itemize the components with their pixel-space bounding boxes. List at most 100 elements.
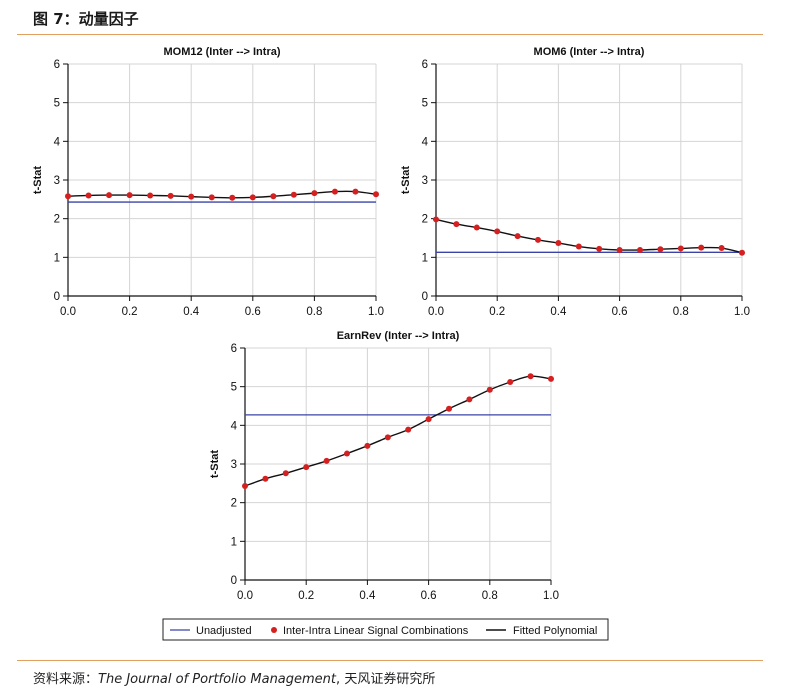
y-tick-label: 6 (231, 343, 237, 355)
y-axis-label: t-Stat (32, 166, 44, 194)
data-point (106, 192, 113, 199)
x-tick-label: 0.2 (489, 306, 505, 318)
source-separator: , (336, 672, 341, 687)
y-tick-label: 6 (422, 59, 428, 71)
figure-canvas: MOM12 (Inter --> Intra) 0 1 2 3 4 5 6 0.0 0.2 0.4 0… (32, 46, 750, 641)
y-tick-label: 3 (422, 175, 428, 187)
data-point (229, 194, 236, 201)
y-tick-label: 0 (54, 291, 60, 303)
chart-title: MOM12 (Inter --> Intra) (163, 46, 280, 58)
y-tick-label: 0 (422, 291, 428, 303)
legend-points-swatch (271, 627, 277, 633)
y-tick-label: 5 (54, 98, 60, 110)
x-tick-label: 0.6 (245, 306, 261, 318)
data-point (167, 192, 174, 199)
data-point (282, 470, 289, 477)
x-tick-label: 0.6 (612, 306, 628, 318)
data-point (373, 191, 379, 198)
y-axis-label: t-Stat (209, 450, 221, 478)
x-tick-label: 1.0 (368, 306, 384, 318)
data-point (677, 245, 684, 252)
data-point (147, 192, 154, 199)
data-point (473, 224, 480, 231)
data-point (575, 243, 582, 250)
data-point (453, 221, 460, 228)
data-point (425, 416, 432, 423)
data-point (486, 386, 493, 393)
legend: Unadjusted Inter-Intra Linear Signal Comb… (162, 618, 609, 641)
source-org: 天风证券研究所 (344, 672, 436, 687)
data-point (343, 450, 350, 457)
data-point (290, 191, 297, 198)
chart-title: EarnRev (Inter --> Intra) (337, 330, 460, 342)
y-tick-label: 1 (231, 536, 237, 548)
x-tick-label: 0.4 (550, 306, 567, 318)
fitted-polynomial-curve (67, 190, 377, 199)
data-point (262, 475, 269, 482)
data-point (270, 193, 277, 200)
data-point (433, 216, 439, 223)
x-tick-label: 1.0 (543, 590, 559, 602)
data-point (303, 464, 310, 471)
y-tick-label: 3 (231, 459, 237, 471)
chart-panel-3: EarnRev (Inter --> Intra) 0 1 2 3 4 5 6 0.0 0.2 0.… (209, 330, 559, 602)
top-divider (17, 34, 763, 35)
x-tick-label: 0.0 (428, 306, 444, 318)
data-point (311, 190, 318, 197)
legend-poly-label: Fitted Polynomial (513, 625, 597, 637)
data-point (616, 246, 623, 253)
data-point (637, 246, 644, 253)
data-point (249, 194, 256, 201)
data-point (739, 249, 745, 256)
data-point (331, 188, 338, 195)
y-tick-label: 1 (54, 252, 60, 264)
data-point (596, 245, 603, 252)
y-tick-label: 6 (54, 59, 60, 71)
data-point (548, 375, 554, 382)
source-journal: The Journal of Portfolio Management (98, 672, 337, 687)
x-tick-label: 0.8 (673, 306, 689, 318)
data-point (126, 192, 133, 199)
chart-panel-1: MOM12 (Inter --> Intra) 0 1 2 3 4 5 6 0.0 0.2 0.4 0… (32, 46, 384, 318)
y-tick-label: 5 (231, 382, 237, 394)
data-point (446, 405, 453, 412)
x-tick-label: 1.0 (734, 306, 750, 318)
data-point (555, 240, 562, 247)
chart-title: MOM6 (Inter --> Intra) (534, 46, 645, 58)
x-tick-label: 0.2 (298, 590, 314, 602)
y-tick-label: 1 (422, 252, 428, 264)
fitted-polynomial-curve (435, 218, 743, 254)
data-point (352, 188, 359, 195)
y-tick-label: 2 (422, 214, 428, 226)
legend-box (162, 618, 609, 641)
data-point (514, 233, 521, 240)
y-tick-label: 3 (54, 175, 60, 187)
y-tick-label: 0 (231, 575, 237, 587)
data-point (527, 373, 534, 380)
data-point (494, 228, 501, 235)
data-point (188, 193, 195, 200)
data-point (85, 192, 92, 199)
figure-title: 图 7：动量因子 (33, 10, 139, 28)
data-point (507, 379, 514, 386)
chart-panel-2: MOM6 (Inter --> Intra) 0 1 2 3 4 5 6 0.0 0.2 0.4 0.… (400, 46, 750, 318)
source-label: 资料来源： (33, 672, 99, 687)
legend-points-label: Inter-Intra Linear Signal Combinations (283, 625, 469, 637)
data-point (65, 193, 71, 200)
data-point (208, 194, 215, 201)
x-tick-label: 0.6 (421, 590, 437, 602)
x-tick-label: 0.8 (482, 590, 498, 602)
source-line: 资料来源：The Journal of Portfolio Management… (33, 668, 435, 687)
data-point (534, 236, 541, 243)
x-tick-label: 0.4 (183, 306, 200, 318)
data-point (466, 396, 473, 403)
y-axis-label: t-Stat (400, 166, 412, 194)
data-point (657, 246, 664, 253)
y-tick-label: 4 (422, 136, 429, 148)
x-tick-label: 0.4 (359, 590, 376, 602)
data-point (242, 483, 248, 490)
y-tick-label: 4 (54, 136, 61, 148)
x-tick-label: 0.2 (122, 306, 138, 318)
y-tick-label: 4 (231, 420, 238, 432)
fitted-polynomial-curve (244, 375, 552, 487)
